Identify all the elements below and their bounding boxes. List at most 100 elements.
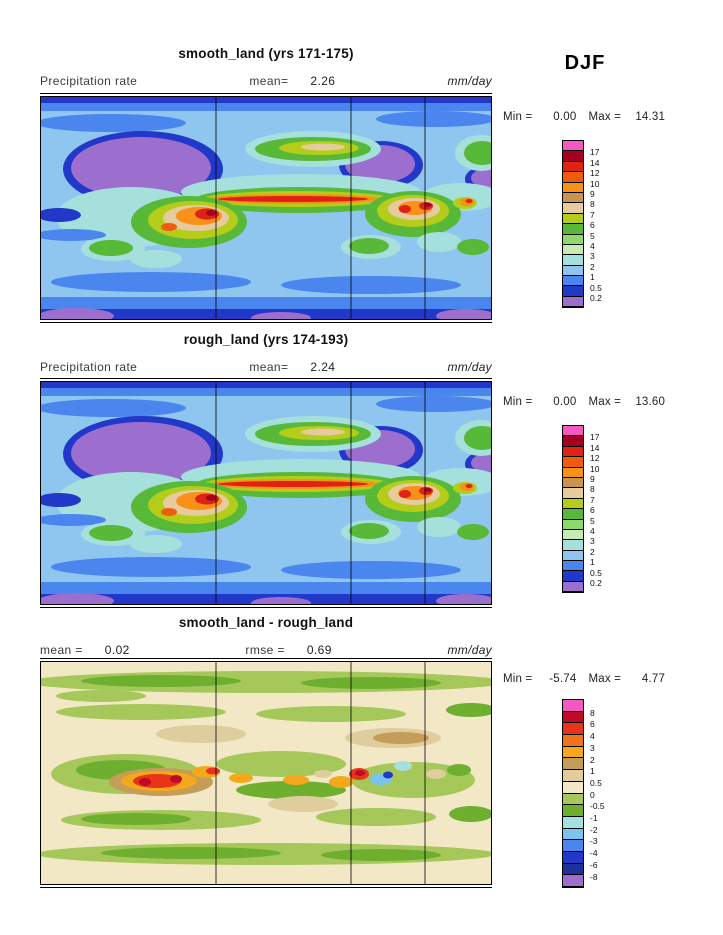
colorbar-tick-label: -6: [590, 859, 598, 870]
colorbar-tick-label: 17: [590, 147, 600, 158]
colorbar-box: [563, 182, 583, 193]
colorbar-box: [563, 840, 583, 852]
colorbar-box: [563, 151, 583, 162]
panel2-precip-map-plot: [41, 382, 491, 604]
panel1-min-label: Min =: [503, 111, 533, 123]
colorbar-box: [563, 723, 583, 736]
colorbar-tick-label: 8: [590, 707, 595, 718]
colorbar-box: [563, 875, 583, 887]
panel2-units-label: mm/day: [447, 360, 492, 374]
panel3-difference-map-plot: [41, 662, 491, 884]
colorbar-tick-label: 0.5: [590, 777, 602, 788]
panel2-max-value: 13.60: [635, 396, 666, 408]
colorbar-box: [563, 203, 583, 214]
panel2-mean: mean= 2.24: [249, 360, 335, 374]
panel3-min-label: Min =: [503, 673, 533, 685]
colorbar-tick-label: 0.5: [590, 282, 602, 293]
colorbar-tick-label: 6: [590, 219, 595, 230]
colorbar-box: [563, 172, 583, 183]
colorbar-tick-label: 3: [590, 536, 595, 547]
panel1-min-value: 0.00: [553, 111, 577, 123]
colorbar-tick-label: 8: [590, 199, 595, 210]
panel1-colorbar: 17 14 12 10 9 8 7 6 5 4 3 2 1 0.5 0.2: [562, 140, 602, 309]
panel2-map-top-rule: [40, 378, 492, 379]
colorbar-box: [563, 446, 583, 458]
panel2-min-value: 0.00: [553, 396, 577, 408]
colorbar-tick-label: 6: [590, 504, 595, 515]
colorbar-box: [563, 488, 583, 499]
panel3-max-label: Max =: [588, 673, 622, 685]
colorbar-box: [563, 467, 583, 478]
panel1-units-label: mm/day: [447, 74, 492, 88]
colorbar-box: [563, 851, 583, 864]
panel1-max-value: 14.31: [635, 111, 666, 123]
panel2-variable-label: Precipitation rate: [40, 360, 138, 374]
colorbar-tick-label: 7: [590, 494, 595, 505]
panel1-map-frame: [40, 96, 492, 320]
colorbar-box: [563, 192, 583, 204]
colorbar-tick-label: 12: [590, 452, 600, 463]
colorbar-tick-label: -4: [590, 847, 598, 858]
colorbar-tick-label: 0: [590, 789, 595, 800]
colorbar-box: [563, 244, 583, 256]
colorbar-tick-label: 9: [590, 188, 595, 199]
colorbar-box: [563, 805, 583, 817]
panel1-mean-label: mean=: [249, 74, 289, 88]
panel1-minmax: Min = 0.00 Max = 14.31: [503, 111, 688, 123]
colorbar-tick-label: -0.5: [590, 801, 605, 812]
panel3-rmse-label: rmse =: [245, 643, 285, 657]
panel2-minmax: Min = 0.00 Max = 13.60: [503, 396, 688, 408]
colorbar-box: [563, 265, 583, 277]
colorbar-tick-label: 10: [590, 178, 600, 189]
colorbar-tick-label: 8: [590, 484, 595, 495]
colorbar-tick-label: 5: [590, 230, 595, 241]
panel3-map-bottom-rule: [40, 887, 492, 888]
colorbar-box: [563, 498, 583, 510]
panel3-subheader: mean = 0.02 rmse = 0.69 mm/day: [40, 643, 492, 657]
colorbar-tick-label: -2: [590, 824, 598, 835]
panel3-max-value: 4.77: [641, 673, 666, 685]
colorbar-box: [563, 828, 583, 841]
colorbar-tick-label: 2: [590, 546, 595, 557]
panel3-mean: mean = 0.02: [40, 643, 130, 657]
colorbar-box: [563, 700, 583, 712]
panel3-rmse: rmse = 0.69: [245, 643, 331, 657]
panel1-variable-label: Precipitation rate: [40, 74, 138, 88]
colorbar-tick-label: 0.5: [590, 567, 602, 578]
panel2-mean-label: mean=: [249, 360, 289, 374]
panel3-minmax: Min = -5.74 Max = 4.77: [503, 673, 688, 685]
colorbar-box: [563, 816, 583, 829]
panel1-mean-value: 2.26: [310, 74, 336, 88]
colorbar-tick-label: 1: [590, 556, 595, 567]
colorbar-tick-label: 2: [590, 754, 595, 765]
colorbar-box: [563, 426, 583, 437]
panel3-map-top-rule: [40, 658, 492, 659]
colorbar-tick-label: 3: [590, 251, 595, 262]
colorbar-tick-label: 4: [590, 240, 595, 251]
colorbar-box: [563, 781, 583, 794]
colorbar-box: [563, 550, 583, 562]
colorbar-tick-label: 14: [590, 442, 600, 453]
colorbar-box: [563, 286, 583, 297]
colorbar-tick-label: -8: [590, 871, 598, 882]
colorbar-tick-label: 2: [590, 261, 595, 272]
colorbar-box: [563, 213, 583, 225]
panel3-colorbar: 8 6 4 3 2 1 0.5 0 -0.5 -1 -2 -3 -4 -6 -8: [562, 699, 605, 888]
colorbar-tick-label: 10: [590, 463, 600, 474]
panel3-units-label: mm/day: [447, 643, 492, 657]
colorbar-box: [563, 863, 583, 876]
colorbar-tick-label: 0.2: [590, 292, 602, 303]
colorbar-tick-label: 5: [590, 515, 595, 526]
colorbar-tick-label: 17: [590, 432, 600, 443]
colorbar-box: [563, 509, 583, 520]
panel3-map: [40, 658, 492, 888]
colorbar-tick-label: 14: [590, 157, 600, 168]
colorbar-box: [563, 224, 583, 235]
panel3-mean-label: mean =: [40, 643, 83, 657]
panel2-map-frame: [40, 381, 492, 605]
colorbar-tick-label: 1: [590, 271, 595, 282]
colorbar-box: [563, 276, 583, 287]
colorbar-box: [563, 234, 583, 245]
panel1-max-label: Max =: [588, 111, 622, 123]
panel1-map-top-rule: [40, 93, 492, 94]
